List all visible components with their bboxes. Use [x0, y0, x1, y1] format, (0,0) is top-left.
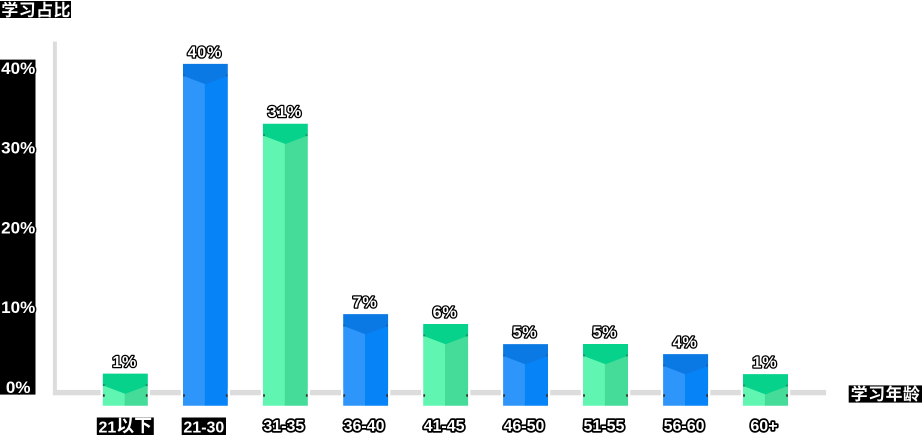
svg-text:4%: 4%: [673, 335, 698, 352]
svg-text:60+: 60+: [750, 418, 777, 435]
svg-text:21-30: 21-30: [183, 420, 224, 435]
svg-text:5%: 5%: [513, 325, 538, 342]
svg-text:31%: 31%: [268, 104, 302, 121]
svg-text:5%: 5%: [593, 325, 618, 342]
svg-text:40%: 40%: [1, 59, 35, 78]
svg-text:56-60: 56-60: [664, 418, 705, 435]
svg-text:1%: 1%: [112, 354, 137, 371]
svg-text:10%: 10%: [1, 298, 35, 317]
svg-text:36-40: 36-40: [344, 418, 385, 435]
svg-text:7%: 7%: [353, 295, 378, 312]
svg-text:21: 21: [99, 420, 117, 435]
svg-text:20%: 20%: [1, 219, 35, 238]
svg-text:51-55: 51-55: [584, 418, 625, 435]
svg-text:40%: 40%: [188, 44, 222, 61]
svg-text:0%: 0%: [6, 378, 31, 397]
svg-text:6%: 6%: [433, 305, 458, 322]
svg-text:1%: 1%: [753, 355, 778, 372]
svg-text:30%: 30%: [1, 139, 35, 158]
svg-text:31-35: 31-35: [263, 418, 304, 435]
svg-text:46-50: 46-50: [504, 418, 545, 435]
svg-text:41-45: 41-45: [424, 418, 465, 435]
